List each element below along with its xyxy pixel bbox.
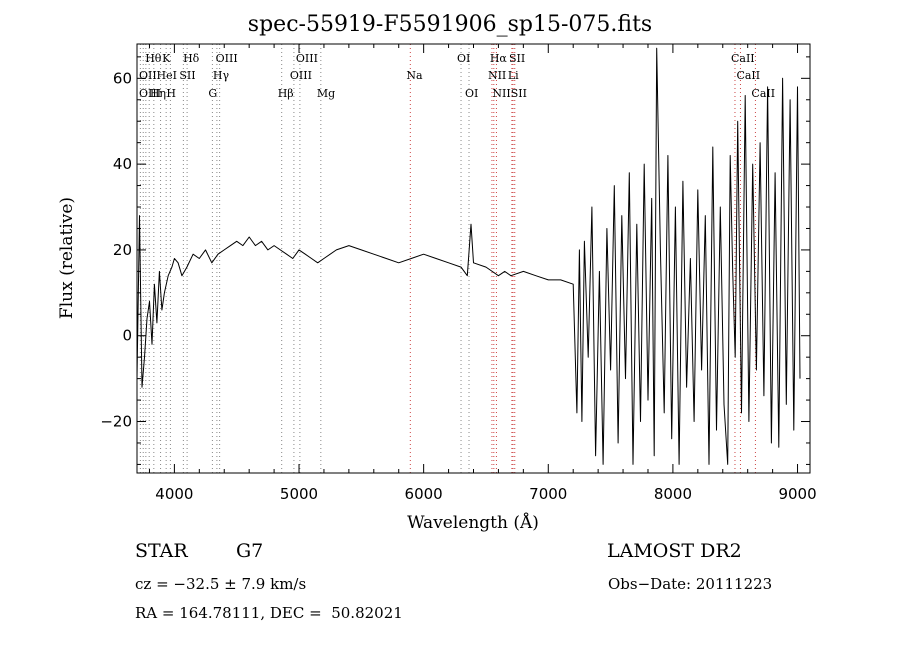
x-tick-label: 6000	[405, 485, 443, 503]
line-label: G	[208, 87, 217, 100]
line-label: SII	[509, 52, 525, 65]
line-label: Li	[508, 69, 519, 82]
survey-name: LAMOST DR2	[607, 540, 742, 562]
line-markers	[139, 44, 756, 473]
spectrum-line	[136, 47, 801, 465]
line-label: Na	[406, 69, 423, 82]
line-label: CaII	[736, 69, 760, 82]
y-tick-label: −20	[100, 413, 132, 431]
x-axis-label: Wavelength (Å)	[407, 512, 539, 533]
x-tick-label: 7000	[529, 485, 567, 503]
y-axis-label: Flux (relative)	[57, 197, 77, 319]
coordinates: RA = 164.78111, DEC = 50.82021	[135, 604, 403, 622]
line-label: NII	[492, 87, 510, 100]
line-label: OIII	[139, 87, 161, 100]
line-label: Hα	[490, 52, 508, 65]
x-axis-ticks: 4000 5000 6000 7000 8000 9000	[148, 44, 817, 503]
line-label: Hθ	[145, 52, 162, 65]
line-label: Hγ	[213, 69, 230, 82]
line-label: Hδ	[183, 52, 200, 65]
object-subclass: G7	[236, 540, 264, 562]
x-tick-label: 5000	[280, 485, 318, 503]
line-label: OII	[139, 69, 157, 82]
line-label: OIII	[216, 52, 238, 65]
line-label: CaII	[731, 52, 755, 65]
line-label: SII	[179, 69, 195, 82]
line-label: NII	[488, 69, 506, 82]
line-label: CaII	[751, 87, 775, 100]
line-label: HeI	[157, 69, 177, 82]
line-label: OIII	[296, 52, 318, 65]
y-tick-label: 60	[113, 69, 132, 87]
line-label: OI	[457, 52, 470, 65]
line-label: Hβ	[278, 87, 294, 100]
x-tick-label: 8000	[654, 485, 692, 503]
line-label: K	[162, 52, 171, 65]
y-tick-label: 0	[122, 327, 132, 345]
line-label: Hη	[150, 87, 166, 100]
object-class: STAR	[135, 540, 188, 562]
line-label: SII	[511, 87, 527, 100]
spectrum-series	[136, 47, 801, 465]
y-axis-ticks: −20 0 20 40 60	[100, 56, 810, 465]
chart-title: spec-55919-F5591906_sp15-075.fits	[247, 12, 653, 37]
redshift-readout: cz = −32.5 ± 7.9 km/s	[135, 575, 307, 593]
line-label: OIII	[290, 69, 312, 82]
y-tick-label: 20	[113, 241, 132, 259]
x-tick-label: 4000	[155, 485, 193, 503]
y-tick-label: 40	[113, 155, 132, 173]
line-label: OI	[465, 87, 478, 100]
obs-date: Obs−Date: 20111223	[608, 575, 773, 593]
line-label: H	[166, 87, 176, 100]
line-label: Mg	[317, 87, 335, 100]
x-tick-label: 9000	[778, 485, 816, 503]
